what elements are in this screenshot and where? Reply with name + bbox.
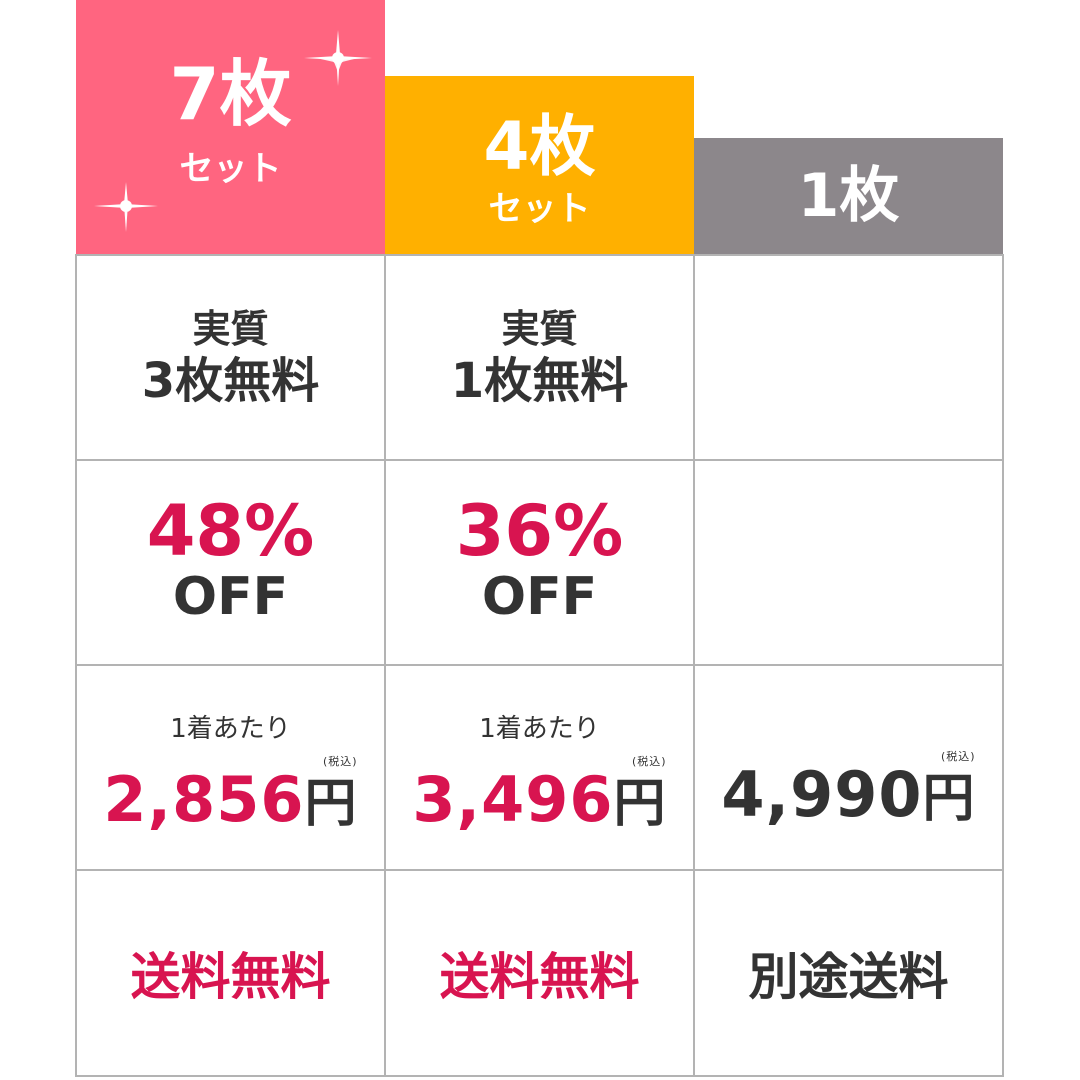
price-caption: 1着あたり (170, 714, 291, 744)
shipping: 別途送料 (748, 948, 949, 1006)
price-caption: 1着あたり (479, 714, 600, 744)
discount-cell: 36% OFF (384, 459, 695, 666)
header-subtitle: セット (179, 149, 282, 189)
shipping-cell: 別途送料 (693, 869, 1004, 1077)
tax-note: (税込) (940, 750, 976, 763)
price-cell: 4,990円 (税込) (693, 664, 1004, 871)
header-title: 1枚 (797, 161, 900, 231)
shipping: 送料無料 (439, 948, 640, 1006)
discount-off: OFF (481, 567, 598, 628)
sparkles (94, 30, 372, 232)
empty-cell (693, 459, 1004, 666)
free-line2: 3枚無料 (141, 352, 320, 409)
tax-note: (税込) (631, 755, 667, 768)
free-line2: 1枚無料 (450, 352, 629, 409)
price-unit: 円 (922, 769, 976, 829)
price-amount: 4,990 (721, 758, 923, 831)
free-line1: 実質 (501, 307, 578, 352)
header-1: 1枚 (694, 138, 1003, 255)
discount-percent: 48% (146, 490, 315, 573)
free-cell: 実質 1枚無料 (384, 254, 695, 461)
free-cell: 実質 3枚無料 (75, 254, 386, 461)
shipping-cell: 送料無料 (384, 869, 695, 1077)
price-amount: 2,856 (103, 763, 305, 836)
discount-off: OFF (172, 567, 289, 628)
shipping: 送料無料 (130, 948, 331, 1006)
shipping-cell: 送料無料 (75, 869, 386, 1077)
discount-percent: 36% (455, 490, 624, 573)
discount-cell: 48% OFF (75, 459, 386, 666)
free-line1: 実質 (192, 307, 269, 352)
header-title: 7枚 (169, 52, 292, 136)
header-title: 4枚 (483, 108, 596, 185)
header-7: 7枚 セット (76, 0, 385, 255)
header-subtitle: セット (488, 189, 591, 229)
price-amount: 3,496 (412, 763, 614, 836)
price-unit: 円 (613, 774, 667, 834)
header-4: 4枚 セット (385, 76, 694, 255)
price-cell: 1着あたり 2,856円 (税込) (75, 664, 386, 871)
price-cell: 1着あたり 3,496円 (税込) (384, 664, 695, 871)
tax-note: (税込) (322, 755, 358, 768)
empty-cell (693, 254, 1004, 461)
price-unit: 円 (304, 774, 358, 834)
